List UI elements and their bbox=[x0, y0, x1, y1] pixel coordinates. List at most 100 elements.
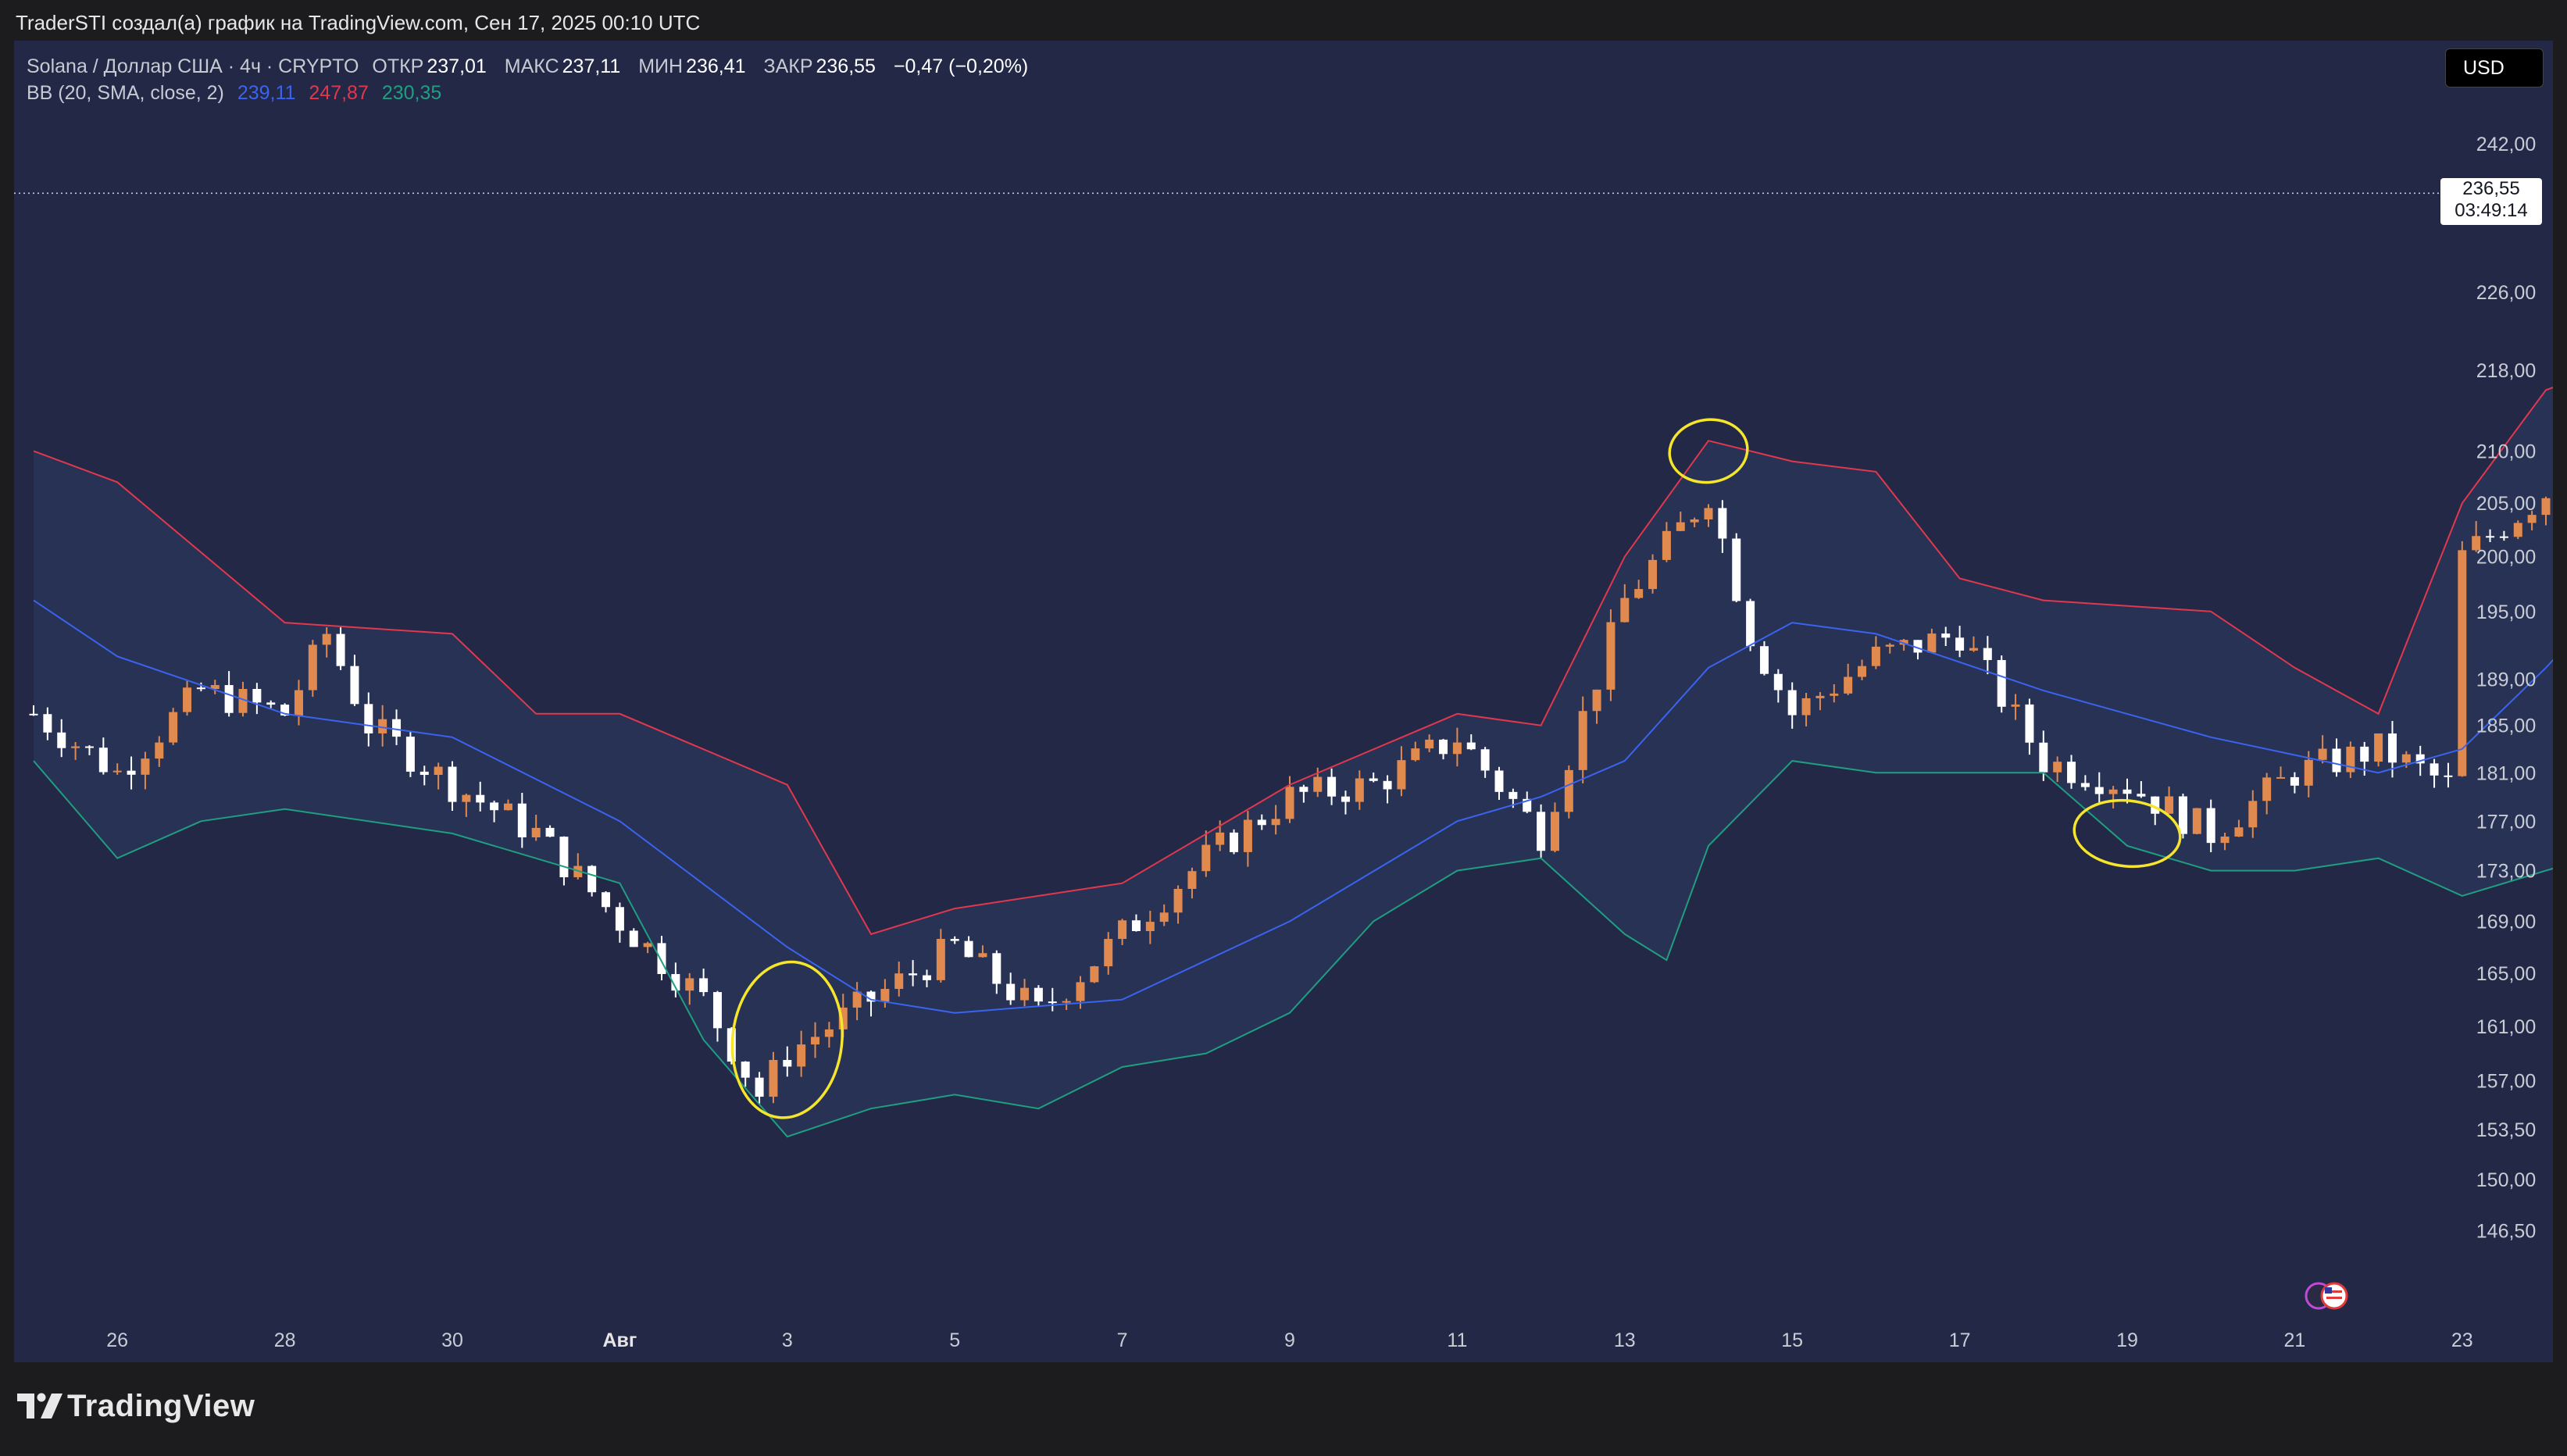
x-tick-label: 17 bbox=[1949, 1329, 1971, 1351]
candle-body bbox=[392, 719, 402, 737]
candle-body bbox=[1732, 538, 1741, 601]
candle-body bbox=[1801, 698, 1811, 716]
candle-body bbox=[1230, 832, 1239, 852]
candle-body bbox=[280, 705, 290, 716]
candle-body bbox=[1439, 739, 1448, 755]
candle-body bbox=[2108, 789, 2118, 794]
candle-body bbox=[1759, 646, 1769, 674]
candle-body bbox=[98, 748, 108, 773]
candle-body bbox=[1159, 912, 1169, 922]
y-tick-label: 165,00 bbox=[2476, 963, 2536, 985]
candle-body bbox=[490, 802, 499, 811]
candle-body bbox=[2360, 746, 2369, 762]
candle-body bbox=[2290, 776, 2299, 786]
candle-body bbox=[1104, 939, 1113, 967]
candle-body bbox=[852, 991, 862, 1008]
candle-body bbox=[84, 746, 94, 748]
flag-canton bbox=[2325, 1287, 2332, 1294]
candle-body bbox=[769, 1060, 778, 1097]
candle-body bbox=[224, 685, 234, 713]
bb-indicator-label[interactable]: BB (20, SMA, close, 2) bbox=[27, 82, 224, 104]
candle-body bbox=[1955, 637, 1965, 651]
candle-body bbox=[1550, 812, 1559, 851]
high-value: 237,11 bbox=[562, 55, 621, 77]
candle-body bbox=[2039, 742, 2048, 773]
bar-countdown: 03:49:14 bbox=[2455, 200, 2528, 221]
candle-body bbox=[880, 989, 890, 1002]
x-tick-label: 19 bbox=[2116, 1329, 2138, 1351]
candle-body bbox=[2374, 733, 2383, 762]
candle-body bbox=[2472, 536, 2481, 551]
attribution-bar: TraderSTI создал(а) график на TradingVie… bbox=[0, 0, 2567, 41]
y-tick-label: 157,00 bbox=[2476, 1071, 2536, 1093]
currency-button[interactable]: USD bbox=[2445, 48, 2544, 87]
candle-body bbox=[1787, 690, 1797, 716]
candle-body bbox=[811, 1037, 820, 1045]
y-axis: 242,00 226,00 218,00 210,00 205,00 200,00 195,… bbox=[2476, 134, 2536, 1242]
candle-body bbox=[2053, 762, 2062, 773]
x-tick-label: 13 bbox=[1614, 1329, 1636, 1351]
x-tick-label: 5 bbox=[949, 1329, 960, 1351]
low-value: 236,41 bbox=[686, 55, 746, 77]
candle-body bbox=[2346, 746, 2355, 773]
candle-body bbox=[2401, 754, 2411, 763]
candle-body bbox=[992, 953, 1001, 984]
candle-body bbox=[1090, 966, 1099, 983]
last-price-label: 236,55 03:49:14 bbox=[2440, 178, 2542, 225]
candle-body bbox=[2276, 776, 2286, 779]
candle-body bbox=[1941, 633, 1951, 638]
candle-body bbox=[657, 943, 666, 974]
candle-body bbox=[1871, 646, 1880, 666]
candle-body bbox=[1997, 660, 2006, 707]
high-label: МАКС bbox=[504, 55, 559, 77]
candle-body bbox=[2123, 789, 2132, 794]
low-label: МИН bbox=[638, 55, 684, 77]
candle-body bbox=[1606, 622, 1616, 690]
candle-body bbox=[266, 702, 276, 705]
candle-body bbox=[2499, 536, 2508, 538]
candle-body bbox=[1620, 598, 1630, 623]
candle-body bbox=[573, 865, 583, 878]
chart-pane[interactable]: 242,00 226,00 218,00 210,00 205,00 200,00 195,… bbox=[14, 41, 2553, 1362]
candle-body bbox=[1411, 748, 1420, 761]
candle-body bbox=[1523, 798, 1532, 812]
candle-body bbox=[141, 758, 150, 775]
candle-body bbox=[1243, 819, 1252, 852]
candle-body bbox=[797, 1044, 806, 1067]
annotations-group bbox=[730, 418, 2182, 1119]
candle-body bbox=[1537, 812, 1546, 851]
candle-body bbox=[2178, 796, 2187, 834]
x-axis: 262830Авг357911131517192123252729Сен3579… bbox=[106, 1329, 2473, 1351]
candle-body bbox=[1899, 640, 1908, 645]
candle-body bbox=[1494, 770, 1504, 792]
candle-body bbox=[196, 687, 205, 690]
candle-body bbox=[308, 644, 317, 691]
x-tick-label: 3 bbox=[782, 1329, 793, 1351]
symbol-label[interactable]: Solana / Доллар США · 4ч · CRYPTO bbox=[27, 55, 359, 77]
price-chart[interactable]: 242,00 226,00 218,00 210,00 205,00 200,00 195,… bbox=[14, 41, 2553, 1362]
candle-body bbox=[1676, 522, 1685, 531]
candles-group bbox=[29, 496, 2551, 1105]
flag-stripe bbox=[2326, 1297, 2342, 1299]
candle-body bbox=[936, 939, 945, 980]
candle-body bbox=[1425, 739, 1434, 749]
flag-stripe bbox=[2326, 1290, 2342, 1293]
candle-body bbox=[322, 633, 331, 645]
candle-body bbox=[336, 633, 345, 666]
chart-legend: Solana / Доллар США · 4ч · CRYPTO ОТКР 23… bbox=[27, 53, 1041, 106]
y-tick-label: 200,00 bbox=[2476, 547, 2536, 569]
close-value: 236,55 bbox=[816, 55, 876, 77]
candle-body bbox=[2444, 775, 2453, 777]
y-tick-label: 173,00 bbox=[2476, 861, 2536, 883]
x-tick-label: 7 bbox=[1117, 1329, 1128, 1351]
candle-body bbox=[2262, 777, 2272, 801]
candle-body bbox=[1983, 648, 1992, 661]
candle-body bbox=[712, 992, 722, 1029]
y-tick-label: 177,00 bbox=[2476, 811, 2536, 833]
candle-body bbox=[405, 737, 415, 772]
x-tick-label: 23 bbox=[2451, 1329, 2473, 1351]
candle-body bbox=[350, 666, 359, 705]
candle-body bbox=[1313, 776, 1323, 792]
candle-body bbox=[1648, 559, 1658, 590]
candle-body bbox=[1034, 987, 1043, 1002]
